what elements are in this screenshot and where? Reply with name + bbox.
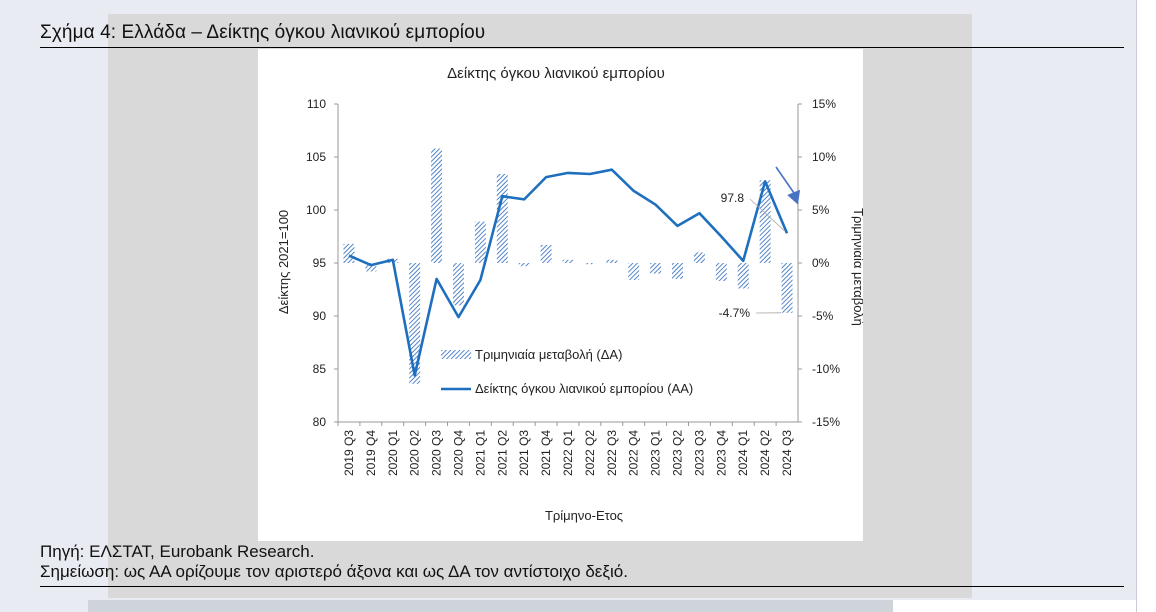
x-tick-label: 2023 Q1 — [649, 430, 663, 476]
source-note: Πηγή: ΕΛΣΤΑΤ, Eurobank Research. — [40, 542, 315, 561]
x-tick-label: 2020 Q3 — [430, 430, 444, 476]
remark-note: Σημείωση: ως ΑΑ ορίζουμε τον αριστερό άξ… — [40, 562, 628, 581]
quarterly-change-bar — [759, 180, 771, 263]
quarterly-change-bar — [672, 263, 683, 279]
arrow-head-icon — [787, 189, 801, 205]
horizontal-scrollbar[interactable] — [88, 600, 893, 612]
quarterly-change-bar — [584, 263, 596, 265]
quarterly-change-bar — [715, 263, 727, 282]
right-tick-label: 0% — [812, 256, 830, 270]
retail-index-line — [348, 168, 789, 377]
retail-volume-chart: 80 85 90 95 100 105 110 -15% -10% -5% 0% 5% 10% 15% 2… — [276, 65, 863, 523]
chart-frame: 80 85 90 95 100 105 110 -15% -10% -5% 0% 5% 10% 15% 2… — [258, 49, 863, 541]
legend-line-label: Δείκτης όγκου λιανικού εμπορίου (ΑΑ) — [475, 381, 693, 396]
quarterly-change-bar — [540, 244, 552, 263]
quarterly-change-bar — [737, 263, 749, 289]
status-area — [893, 600, 1136, 612]
x-tick-label: 2023 Q3 — [692, 430, 706, 476]
x-tick-label: 2024 Q1 — [736, 430, 750, 476]
quarterly-change-bar — [365, 263, 377, 272]
left-tick-label: 100 — [306, 203, 326, 217]
quarterly-change-bar — [474, 221, 486, 263]
x-tick-label: 2020 Q2 — [408, 430, 422, 476]
right-axis-label: Τριμηνιαία μεταβολή — [851, 208, 863, 326]
quarterly-change-bar — [409, 263, 421, 384]
left-tick-label: 95 — [313, 256, 327, 270]
x-tick-label: 2021 Q1 — [473, 430, 487, 476]
x-tick-label: 2022 Q4 — [627, 430, 641, 476]
annotation-leader-line — [749, 198, 786, 232]
x-tick-label: 2022 Q1 — [561, 430, 575, 476]
annotation-arrow-shaft — [775, 166, 795, 194]
quarterly-change-bar — [628, 263, 640, 280]
quarterly-change-bar — [693, 252, 705, 263]
x-tick-label: 2021 Q4 — [539, 430, 553, 476]
left-tick-label: 85 — [313, 362, 327, 376]
quarterly-change-bar — [562, 259, 574, 263]
x-tick-label: 2023 Q4 — [714, 430, 728, 476]
x-tick-label: 2024 Q3 — [780, 430, 794, 476]
footer-rule — [40, 586, 1124, 587]
quarterly-change-bar — [650, 263, 662, 274]
quarterly-change-bar — [781, 263, 793, 313]
right-tick-label: 10% — [812, 150, 836, 164]
left-axis-label: Δείκτης 2021=100 — [276, 210, 291, 314]
quarterly-change-bar — [518, 263, 530, 267]
x-tick-label: 2019 Q3 — [342, 430, 356, 476]
x-tick-label: 2021 Q2 — [495, 430, 509, 476]
left-tick-label: 110 — [307, 97, 326, 111]
x-tick-label: 2021 Q3 — [517, 430, 531, 476]
figure-caption: Σχήμα 4: Ελλάδα – Δείκτης όγκου λιανικού… — [40, 22, 486, 43]
left-tick-label: 90 — [313, 309, 327, 323]
caption-rule — [40, 47, 1124, 48]
right-tick-label: 15% — [812, 97, 836, 111]
x-axis-label: Τρίμηνο-Ετος — [545, 508, 623, 523]
x-tick-label: 2020 Q1 — [386, 430, 400, 476]
x-tick-label: 2022 Q3 — [605, 430, 619, 476]
right-tick-label: -5% — [812, 309, 834, 323]
annotation-index-value: 97.8 — [721, 191, 745, 205]
chart-title: Δείκτης όγκου λιανικού εμπορίου — [447, 65, 665, 82]
quarterly-change-bar — [496, 173, 508, 263]
x-tick-label: 2019 Q4 — [364, 430, 378, 476]
right-tick-label: 5% — [812, 203, 830, 217]
left-tick-label: 105 — [306, 150, 326, 164]
quarterly-change-bar — [343, 243, 355, 263]
x-tick-label: 2024 Q2 — [758, 430, 772, 476]
quarterly-change-bar — [606, 259, 618, 263]
legend-bar-swatch — [441, 350, 471, 359]
right-tick-label: -15% — [812, 415, 840, 429]
vertical-scrollbar[interactable] — [1136, 0, 1156, 612]
x-tick-label: 2020 Q4 — [451, 430, 465, 476]
quarterly-change-bar — [453, 263, 464, 306]
right-tick-label: -10% — [812, 362, 840, 376]
legend-bar-label: Τριμηνιαία μεταβολή (ΔΑ) — [475, 347, 622, 362]
quarterly-change-bar — [431, 148, 443, 263]
x-tick-label: 2023 Q2 — [671, 430, 685, 476]
left-tick-label: 80 — [313, 415, 327, 429]
x-tick-label: 2022 Q2 — [583, 430, 597, 476]
annotation-change-value: -4.7% — [719, 306, 751, 320]
